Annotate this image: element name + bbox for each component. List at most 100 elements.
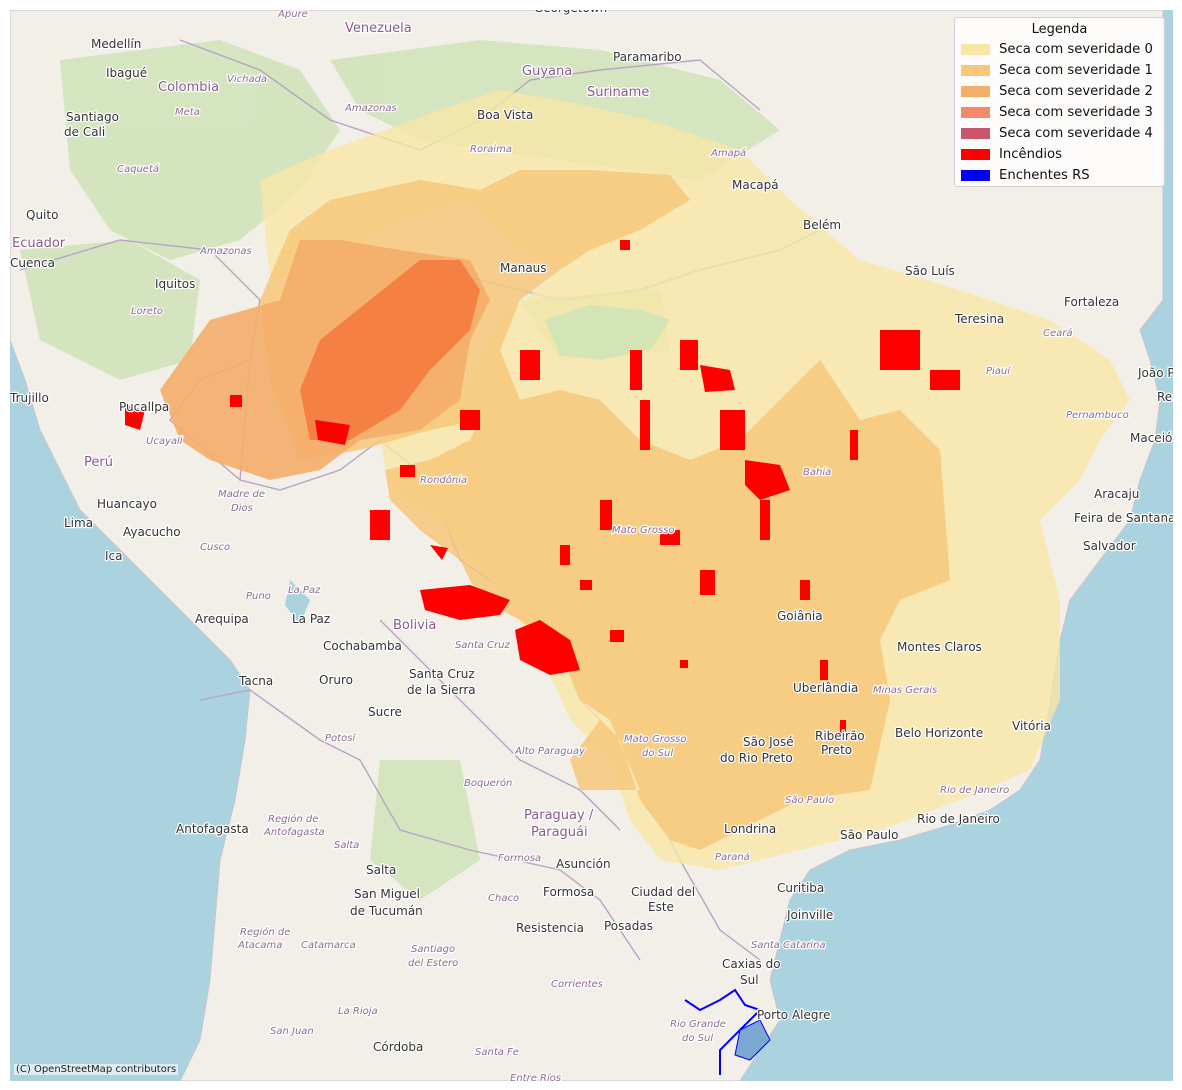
fire-spot — [820, 660, 828, 680]
city-label: Recife — [1157, 390, 1173, 404]
lake-titicaca — [285, 580, 310, 625]
city-label: Córdoba — [373, 1040, 423, 1054]
fire-cluster — [515, 620, 580, 675]
fire-spot — [230, 395, 242, 407]
region-label: Ucayali — [146, 436, 183, 447]
country-label: Suriname — [587, 85, 649, 100]
legend-swatch — [961, 149, 990, 160]
drought-severity-3 — [300, 260, 480, 440]
legend-item-seca-2: Seca com severidade 2 — [955, 81, 1164, 102]
city-label: Formosa — [543, 885, 594, 899]
map-canvas[interactable]: Venezuela Colombia Guyana Suriname Ecuad… — [10, 10, 1173, 1081]
fire-spot — [700, 570, 715, 595]
region-label: Santa Fe — [475, 1047, 519, 1058]
city-label: Georgetown — [534, 10, 607, 15]
city-label: Pucallpa — [119, 400, 169, 414]
region-label: Formosa — [498, 853, 541, 864]
country-label: Guyana — [522, 64, 572, 79]
legend-swatch — [961, 65, 990, 76]
country-label: Perú — [84, 455, 113, 470]
map-attribution[interactable]: (C) OpenStreetMap contributors — [14, 1064, 179, 1075]
region-label: Salta — [334, 840, 359, 851]
fire-spot — [640, 400, 650, 450]
fire-spot — [680, 660, 688, 668]
city-label: Ayacucho — [123, 525, 181, 539]
legend: Legenda Seca com severidade 0 Seca com s… — [954, 17, 1165, 187]
city-label: Cochabamba — [323, 639, 402, 653]
region-label: Boquerón — [464, 777, 512, 789]
flood-area-rs — [684, 988, 762, 1075]
city-label: Joinville — [786, 908, 833, 922]
region-label: Rondônia — [420, 474, 467, 486]
region-label: Región de — [268, 813, 318, 825]
city-label: Caxias do — [722, 957, 781, 971]
region-label: Cusco — [200, 542, 230, 553]
fire-cluster — [700, 365, 735, 392]
region-label: Santa Catarina — [751, 940, 826, 951]
city-label: de Tucumán — [350, 904, 423, 918]
city-label: Belo Horizonte — [895, 726, 983, 740]
city-label: Salvador — [1083, 539, 1136, 553]
region-label: Santiago — [411, 944, 455, 955]
city-label: Tacna — [238, 674, 273, 688]
region-label: Amapá — [710, 147, 746, 159]
region-label: Ceará — [1043, 327, 1073, 339]
region-label: La Paz — [288, 585, 321, 596]
region-label: Atacama — [237, 940, 282, 951]
region-label: Roraima — [470, 144, 512, 155]
city-label: do Rio Preto — [720, 751, 793, 765]
city-label: Vitória — [1012, 719, 1051, 733]
legend-swatch — [961, 86, 990, 97]
legend-swatch — [961, 170, 990, 181]
legend-item-seca-3: Seca com severidade 3 — [955, 102, 1164, 123]
legend-item-incendios: Incêndios — [955, 144, 1164, 165]
region-label: Corrientes — [551, 979, 603, 990]
region-label: Piauí — [986, 365, 1011, 377]
city-label: Macapá — [732, 178, 779, 192]
country-label: Ecuador — [12, 236, 66, 251]
city-label: La Paz — [292, 612, 330, 626]
fire-cluster — [745, 460, 790, 500]
country-label: Colombia — [158, 80, 219, 95]
city-label: Quito — [26, 208, 58, 222]
legend-label: Seca com severidade 0 — [999, 42, 1153, 57]
region-label: Minas Gerais — [873, 685, 937, 696]
region-label: Rio de Janeiro — [940, 785, 1009, 796]
legend-item-seca-4: Seca com severidade 4 — [955, 123, 1164, 144]
region-label: Catamarca — [301, 940, 356, 951]
legend-swatch — [961, 44, 990, 55]
fire-spot — [630, 350, 642, 390]
fire-spot — [840, 720, 846, 740]
legend-label: Seca com severidade 3 — [999, 105, 1153, 120]
legend-title: Legenda — [1031, 22, 1088, 37]
fire-spot — [720, 410, 745, 450]
fire-spot — [880, 330, 920, 370]
city-label: Ica — [105, 549, 123, 563]
fire-cluster — [315, 420, 350, 445]
city-label: Salta — [366, 863, 396, 877]
region-label: Potosí — [325, 732, 356, 744]
region-label: Dios — [231, 503, 253, 514]
flood-lagoon — [734, 1019, 771, 1061]
region-label: Mato Grosso — [612, 525, 675, 536]
city-label: Este — [648, 900, 674, 914]
region-label: Amazonas — [199, 246, 252, 257]
city-label: Santiago — [66, 110, 119, 124]
city-label: Goiânia — [777, 609, 823, 623]
fire-cluster — [430, 545, 448, 560]
country-label: Bolivia — [393, 618, 436, 633]
region-label: São Paulo — [785, 795, 834, 806]
city-label: Santa Cruz — [409, 667, 475, 681]
region-label: Apure — [277, 10, 308, 20]
city-label: Cuenca — [10, 256, 55, 270]
city-label: Huancayo — [97, 497, 157, 511]
region-label: Santa Cruz — [455, 640, 510, 651]
country-label: Venezuela — [345, 21, 412, 36]
city-label: Feira de Santana — [1074, 511, 1173, 525]
region-label: La Rioja — [338, 1006, 378, 1017]
fire-spot — [600, 500, 612, 530]
city-label: Paramaribo — [613, 50, 682, 64]
legend-swatch — [961, 128, 990, 139]
city-label: Preto — [821, 743, 852, 757]
region-label: Madre de — [218, 489, 265, 500]
